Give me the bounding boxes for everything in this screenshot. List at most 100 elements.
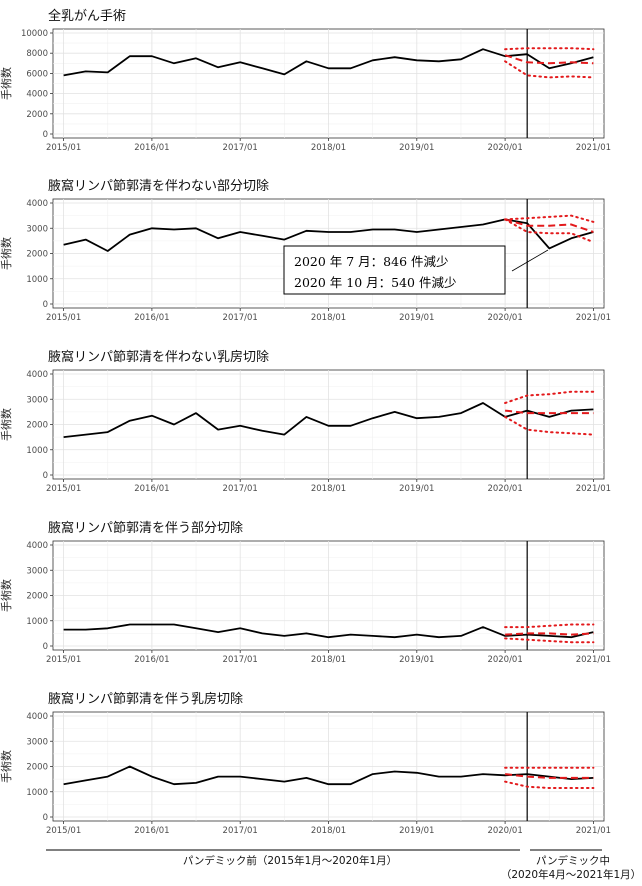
x-tick-label: 2018/01: [311, 143, 346, 153]
y-tick-label: 4000: [26, 199, 48, 209]
panel-title: 腋窩リンパ節郭清を伴う乳房切除: [48, 691, 243, 707]
x-tick-label: 2016/01: [134, 826, 169, 836]
chart-panel-3: 腋窩リンパ節郭清を伴わない乳房切除 0 1000 2000 3000 4000 2015/0…: [0, 349, 611, 494]
series-observed: [63, 765, 594, 786]
series-upper-bound: [504, 623, 595, 629]
annotation-line-1: 2020 年 7 月：846 件減少: [294, 254, 449, 269]
x-tick-label: 2018/01: [311, 655, 346, 665]
x-tick-label: 2017/01: [223, 313, 258, 323]
panel-title: 腋窩リンパ節郭清を伴う部分切除: [48, 520, 243, 536]
y-axis-title: 手術数: [0, 579, 13, 612]
series-expected: [504, 409, 594, 415]
y-tick-label: 4000: [26, 370, 48, 380]
y-tick-label: 1000: [26, 617, 48, 627]
y-tick-label: 3000: [26, 737, 48, 747]
pre-pandemic-label: パンデミック前（2015年1月～2020年1月）: [183, 854, 397, 867]
x-tick-label: 2016/01: [134, 143, 169, 153]
series-upper-bound: [504, 390, 595, 404]
y-tick-label: 1000: [26, 275, 48, 285]
y-tick-label: 4000: [26, 712, 48, 722]
y-tick-label: 2000: [26, 763, 48, 773]
series-lower-bound: [504, 60, 595, 79]
y-tick-label: 2000: [26, 592, 48, 602]
x-tick-label: 2018/01: [311, 826, 346, 836]
y-tick-label: 0: [43, 642, 48, 652]
series-lower-bound: [504, 218, 595, 244]
x-tick-label: 2016/01: [134, 313, 169, 323]
x-tick-label: 2015/01: [46, 313, 81, 323]
y-tick-label: 1000: [26, 446, 48, 456]
x-tick-label: 2018/01: [311, 313, 346, 323]
x-tick-label: 2020/01: [487, 143, 522, 153]
series-lower-bound: [504, 637, 595, 644]
y-tick-label: 0: [43, 300, 48, 310]
x-tick-label: 2018/01: [311, 484, 346, 494]
series-upper-bound: [504, 47, 595, 51]
x-tick-label: 2020/01: [487, 313, 522, 323]
y-tick-label: 2000: [26, 421, 48, 431]
series-observed: [63, 623, 594, 639]
x-tick-label: 2020/01: [487, 826, 522, 836]
x-tick-label: 2019/01: [399, 313, 434, 323]
series-expected: [504, 773, 594, 779]
y-tick-label: 3000: [26, 395, 48, 405]
y-tick-label: 0: [43, 130, 48, 140]
x-tick-label: 2020/01: [487, 655, 522, 665]
y-tick-label: 4000: [26, 90, 48, 100]
x-tick-label: 2015/01: [46, 143, 81, 153]
during-pandemic-label-1: パンデミック中: [536, 854, 610, 867]
x-tick-label: 2019/01: [399, 655, 434, 665]
y-tick-label: 1000: [26, 788, 48, 798]
y-tick-label: 0: [43, 813, 48, 823]
chart-panel-4: 腋窩リンパ節郭清を伴う部分切除 0 1000 2000 3000 4000 2015/01 2…: [0, 520, 611, 665]
panel-title: 腋窩リンパ節郭清を伴わない部分切除: [48, 178, 269, 194]
x-tick-label: 2015/01: [46, 484, 81, 494]
x-tick-label: 2019/01: [399, 484, 434, 494]
annotation-line-2: 2020 年 10 月：540 件減少: [294, 275, 456, 290]
x-tick-label: 2021/01: [576, 143, 611, 153]
y-tick-label: 0: [43, 471, 48, 481]
y-tick-label: 10000: [21, 29, 48, 39]
series-expected: [505, 632, 594, 636]
series-lower-bound: [504, 780, 595, 789]
annotation: 2020 年 7 月：846 件減少 2020 年 10 月：540 件減少: [283, 245, 549, 295]
x-tick-label: 2021/01: [576, 313, 611, 323]
y-axis-title: 手術数: [0, 408, 13, 441]
x-tick-label: 2017/01: [223, 826, 258, 836]
y-tick-label: 8000: [26, 49, 48, 59]
series-expected: [504, 218, 594, 233]
y-tick-label: 2000: [26, 110, 48, 120]
x-tick-label: 2019/01: [399, 826, 434, 836]
y-tick-label: 6000: [26, 69, 48, 79]
x-tick-label: 2017/01: [223, 143, 258, 153]
annotation-pointer: [511, 249, 549, 272]
annotation-box: [283, 245, 506, 295]
x-tick-label: 2017/01: [223, 484, 258, 494]
x-tick-label: 2017/01: [223, 655, 258, 665]
x-tick-label: 2016/01: [134, 655, 169, 665]
series-expected: [504, 54, 594, 65]
y-tick-label: 3000: [26, 566, 48, 576]
x-tick-label: 2021/01: [576, 826, 611, 836]
y-axis-title: 手術数: [0, 750, 13, 783]
x-tick-label: 2019/01: [399, 143, 434, 153]
y-tick-label: 2000: [26, 250, 48, 260]
chart-panel-5: 腋窩リンパ節郭清を伴う乳房切除 0 1000 2000 3000 4000 2015/01 2…: [0, 691, 611, 836]
series-lower-bound: [504, 415, 595, 436]
series-upper-bound: [504, 214, 595, 223]
during-pandemic-label-2: （2020年4月～2021年1月）: [501, 868, 641, 881]
x-tick-label: 2020/01: [487, 484, 522, 494]
period-footer: パンデミック前（2015年1月～2020年1月） パンデミック中 （2020年4…: [46, 849, 641, 881]
y-tick-label: 3000: [26, 224, 48, 234]
panel-title: 全乳がん手術: [48, 8, 126, 24]
x-tick-label: 2021/01: [576, 655, 611, 665]
y-axis-title: 手術数: [0, 67, 13, 100]
x-tick-label: 2021/01: [576, 484, 611, 494]
x-tick-label: 2015/01: [46, 826, 81, 836]
y-axis-title: 手術数: [0, 237, 13, 270]
x-tick-label: 2015/01: [46, 655, 81, 665]
y-tick-label: 4000: [26, 541, 48, 551]
chart-panel-1: 全乳がん手術 0 2000 4000 6000 8000 10000 2015/01 2016/…: [0, 8, 611, 153]
x-tick-label: 2016/01: [134, 484, 169, 494]
